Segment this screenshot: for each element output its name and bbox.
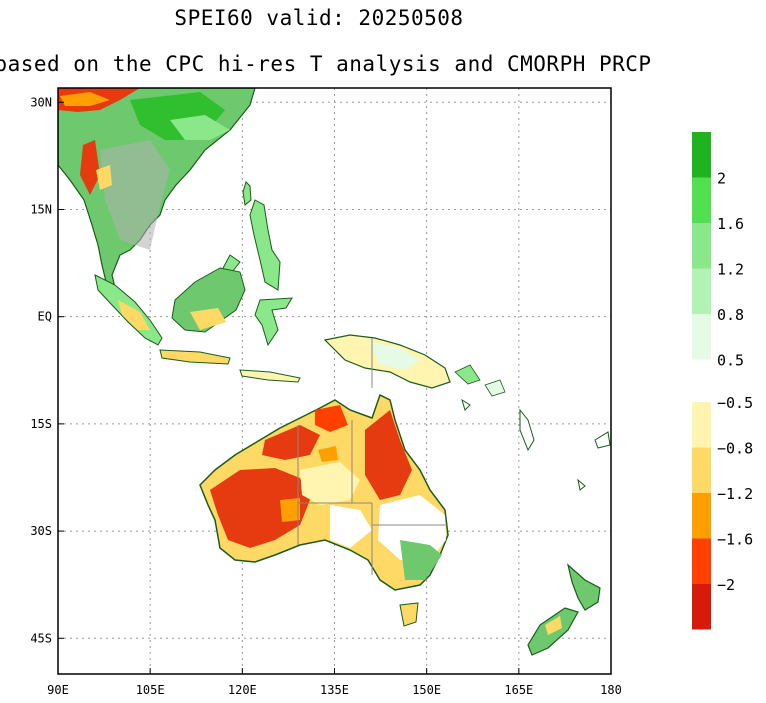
y-tick-label: EQ bbox=[38, 310, 52, 324]
tasmania-landmass bbox=[399, 602, 419, 627]
colorbar-wet-swatch bbox=[692, 314, 711, 360]
colorbar-dry-label: −0.5 bbox=[717, 394, 753, 412]
x-tick-label: 165E bbox=[504, 683, 533, 697]
x-tick-label: 180 bbox=[600, 683, 622, 697]
australia-landmass bbox=[199, 393, 449, 591]
x-tick-label: 120E bbox=[228, 683, 257, 697]
colorbar-wet-label: 0.5 bbox=[717, 352, 744, 370]
colorbar-dry-swatch bbox=[692, 402, 711, 448]
colorbar-dry-swatch bbox=[692, 584, 711, 630]
new-zealand-landmass bbox=[527, 563, 601, 656]
southeast-asia-landmass bbox=[58, 88, 256, 311]
pacific-islands bbox=[461, 398, 611, 491]
x-tick-label: 150E bbox=[412, 683, 441, 697]
colorbar-wet-swatch bbox=[692, 132, 711, 178]
borneo-landmass bbox=[171, 267, 246, 333]
colorbar-dry-label: −1.6 bbox=[717, 531, 753, 549]
colorbar-dry-label: −2 bbox=[717, 576, 735, 594]
x-tick-label: 90E bbox=[47, 683, 69, 697]
y-tick-label: 30S bbox=[30, 524, 52, 538]
chart-title: SPEI60 valid: 20250508 bbox=[174, 6, 464, 30]
x-axis: 90E 105E 120E 135E 150E 165E 180 bbox=[47, 668, 622, 697]
colorbar-legend: 2 1.6 1.2 0.8 0.5 −0.5 −0.8 −1.2 −1.6 −2 bbox=[692, 132, 753, 630]
colorbar-dry-label: −0.8 bbox=[717, 440, 753, 458]
y-axis: 30N 15N EQ 15S 30S 45S bbox=[30, 95, 64, 645]
y-tick-label: 15N bbox=[30, 202, 52, 216]
colorbar-wet-label: 0.8 bbox=[717, 306, 744, 324]
x-tick-label: 105E bbox=[136, 683, 165, 697]
colorbar-wet-label: 2 bbox=[717, 170, 726, 188]
chart-subtitle: based on the CPC hi-res T analysis and C… bbox=[0, 52, 652, 76]
y-tick-label: 30N bbox=[30, 95, 52, 109]
colorbar-wet-swatch bbox=[692, 223, 711, 269]
colorbar-dry-swatch bbox=[692, 493, 711, 539]
colorbar-wet-label: 1.2 bbox=[717, 261, 744, 279]
sulawesi-landmass bbox=[254, 297, 293, 347]
philippines-landmass bbox=[221, 181, 281, 291]
colorbar-wet-label: 1.6 bbox=[717, 215, 744, 233]
x-tick-label: 135E bbox=[320, 683, 349, 697]
y-tick-label: 15S bbox=[30, 417, 52, 431]
colorbar-dry-label: −1.2 bbox=[717, 485, 753, 503]
colorbar-wet-swatch bbox=[692, 268, 711, 314]
colorbar-dry-swatch bbox=[692, 447, 711, 493]
java-landmass bbox=[159, 349, 231, 365]
y-tick-label: 45S bbox=[30, 631, 52, 645]
colorbar-wet-swatch bbox=[692, 177, 711, 223]
colorbar-dry-swatch bbox=[692, 538, 711, 584]
